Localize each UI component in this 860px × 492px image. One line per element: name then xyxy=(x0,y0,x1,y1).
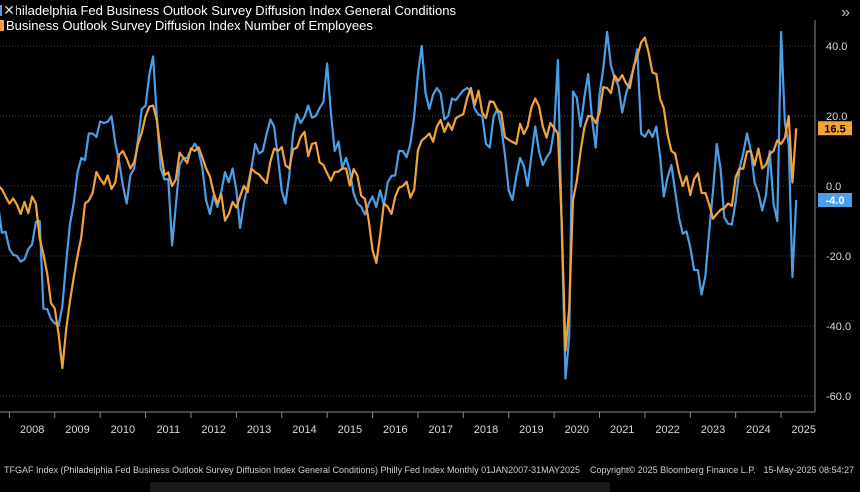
legend: Philadelphia Fed Business Outlook Survey… xyxy=(0,3,456,33)
series-lines xyxy=(0,30,798,380)
close-icon[interactable]: ✕ xyxy=(2,2,16,18)
y-axis: 40.0 20.0 0.0 -20.0 -40.0 -60.0 xyxy=(814,20,851,412)
double-chevron-right-icon[interactable]: » xyxy=(841,4,850,21)
legend-label: Philadelphia Fed Business Outlook Survey… xyxy=(6,3,456,18)
bottom-strip xyxy=(150,482,610,492)
x-tick-label: 2023 xyxy=(701,424,725,436)
x-tick-label: 2017 xyxy=(428,424,452,436)
last-value-tag xyxy=(818,193,852,207)
footer: TFGAF Index (Philadelphia Fed Business O… xyxy=(0,465,860,477)
last-value-tags: -4.0 16.5 xyxy=(818,121,852,207)
x-tick-label: 2018 xyxy=(474,424,498,436)
series-line-1 xyxy=(0,36,798,370)
x-tick-label: 2024 xyxy=(746,424,770,436)
legend-swatch-orange xyxy=(0,20,4,31)
footer-timestamp: 15-May-2025 08:54:27 xyxy=(763,465,854,475)
gridlines xyxy=(0,45,815,397)
series-line-0 xyxy=(0,30,798,380)
x-tick-label: 2019 xyxy=(519,424,543,436)
y-tick-label: 20.0 xyxy=(826,111,847,123)
x-tick-label: 2021 xyxy=(610,424,634,436)
x-tick-label: 2025 xyxy=(792,424,816,436)
x-tick-label: 2013 xyxy=(247,424,271,436)
x-tick-label: 2016 xyxy=(383,424,407,436)
y-tick-label: -40.0 xyxy=(826,321,851,333)
legend-label: Business Outlook Survey Diffusion Index … xyxy=(6,18,373,33)
x-tick-label: 2020 xyxy=(565,424,589,436)
x-tick-label: 2015 xyxy=(338,424,362,436)
x-tick-label: 2012 xyxy=(201,424,225,436)
last-value-tag xyxy=(818,121,852,136)
x-tick-label: 2014 xyxy=(292,424,316,436)
x-tick-label: 2011 xyxy=(156,424,180,436)
y-tick-label: 40.0 xyxy=(826,41,847,53)
x-tick-label: 2009 xyxy=(65,424,89,436)
legend-item-employees: Business Outlook Survey Diffusion Index … xyxy=(0,18,456,33)
y-tick-label: 0.0 xyxy=(826,181,841,193)
x-axis: 2007200820092010201120122013201420152016… xyxy=(0,411,816,436)
x-tick-label: 2010 xyxy=(111,424,135,436)
footer-source: TFGAF Index (Philadelphia Fed Business O… xyxy=(4,465,580,475)
x-tick-label: 2008 xyxy=(20,424,44,436)
last-value-label: 16.5 xyxy=(824,123,845,135)
y-tick-label: -20.0 xyxy=(826,251,851,263)
x-tick-label: 2022 xyxy=(655,424,679,436)
footer-copyright: Copyright© 2025 Bloomberg Finance L.P. xyxy=(590,465,756,475)
y-tick-label: -60.0 xyxy=(826,391,851,403)
legend-item-general-conditions: Philadelphia Fed Business Outlook Survey… xyxy=(0,3,456,18)
last-value-label: -4.0 xyxy=(826,195,845,207)
